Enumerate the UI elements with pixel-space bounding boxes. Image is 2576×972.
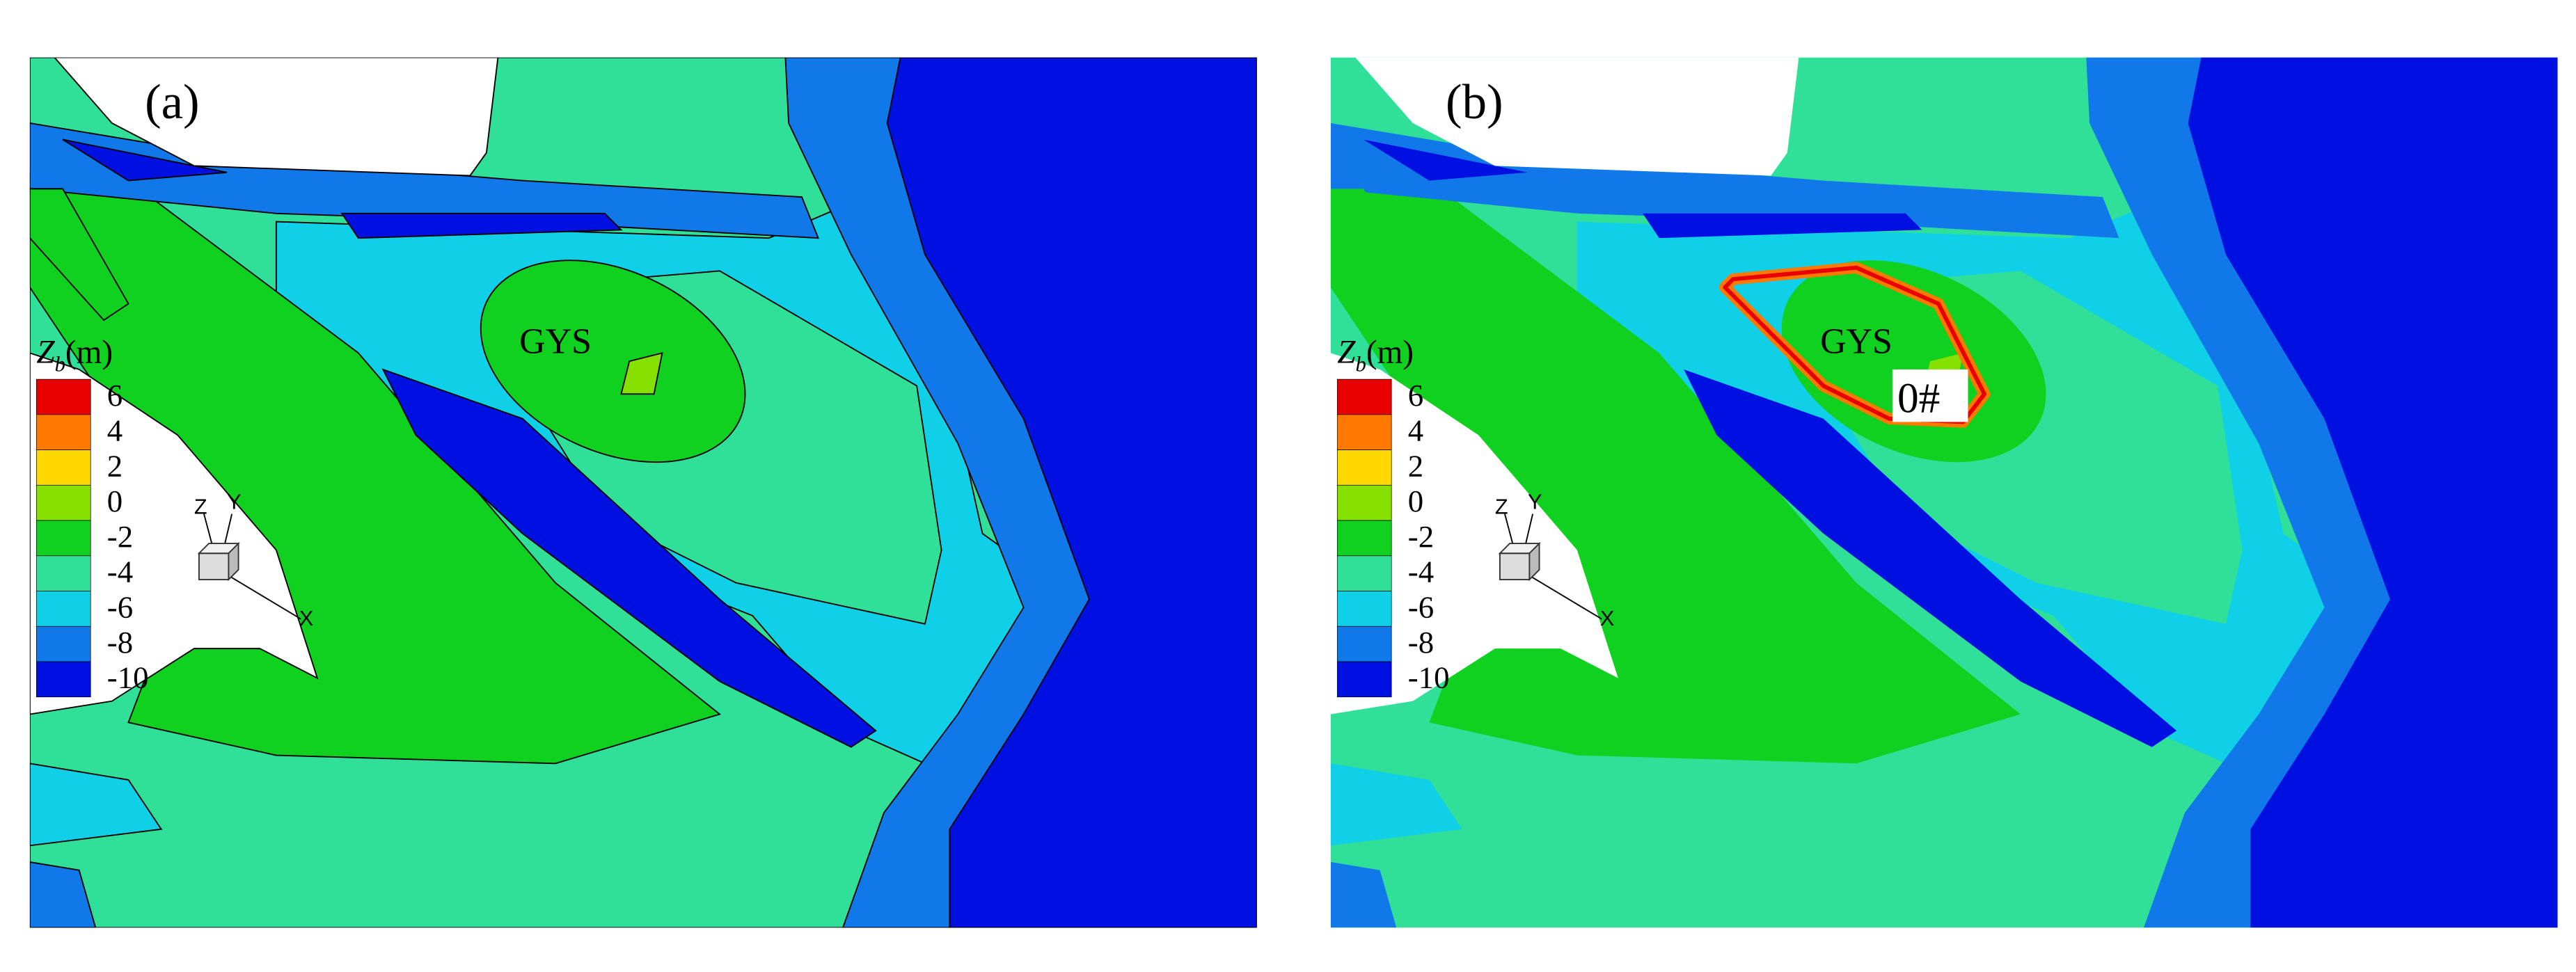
legend-unit: (m) [1366,335,1414,371]
legend-label: -4 [107,555,133,589]
legend-subscript: b [1356,352,1366,376]
legend-swatch [1336,591,1392,627]
legend-title: Zb(m) [1337,335,1414,376]
triad-label: Z [1495,495,1508,519]
triad-label: Z [194,495,207,519]
depth-zone [886,57,1257,928]
land [54,57,499,177]
depth-zone [1643,213,1922,239]
legend-swatch [1336,414,1392,450]
depth-zone [381,368,877,748]
triad-label: Y [227,491,241,514]
legend-swatch [35,379,91,415]
triad-axis [1519,569,1602,620]
legend-swatch [35,520,91,557]
legend-label: -4 [1408,555,1434,589]
triad-cube [198,552,230,580]
land [29,352,319,715]
site-label: GYS [519,321,592,361]
legend-swatch [1336,520,1392,557]
depth-zone [620,352,663,395]
depth-zone [29,763,163,847]
depth-zone [1781,260,2046,463]
legend-label: -10 [1408,660,1450,695]
legend-label: -6 [1408,589,1434,624]
triad-label: Y [1528,491,1542,514]
site-label: GYS [1820,321,1893,361]
legend-swatch [35,591,91,627]
legend-label: 6 [1408,378,1423,413]
legend-title: Zb(m) [36,335,113,376]
triad-axis [218,569,301,620]
structure-label: 0# [1897,374,1940,422]
legend-label: 2 [107,448,123,483]
legend-label: -8 [1408,625,1434,660]
legend-swatch [35,449,91,486]
legend-swatch [1336,449,1392,486]
depth-zone [62,138,228,182]
legend-label: -10 [107,660,149,695]
legend-label: -2 [1408,519,1434,554]
depth-zone [1364,139,1528,181]
depth-zone [340,212,623,239]
depth-zone [1330,763,1462,846]
legend-swatch [35,661,91,698]
legend-swatch [1336,484,1392,521]
triad-label: X [1600,607,1614,630]
legend-symbol: Z [1337,335,1356,371]
legend-label: 0 [107,484,123,518]
panel-label: (b) [1446,75,1503,129]
triad-label: X [299,607,313,630]
legend-unit: (m) [65,335,113,371]
legend-swatch [1336,379,1392,415]
panel-label: (a) [145,75,200,129]
legend-label: 4 [1408,413,1423,448]
legend-label: -2 [107,519,133,554]
legend-swatch [1336,626,1392,662]
legend-swatch [35,626,91,662]
land [1355,57,1799,176]
depth-zone [1330,189,1430,321]
legend-label: 2 [1408,448,1423,483]
legend-swatch [1336,661,1392,698]
legend-label: 6 [107,378,123,413]
triad-cube [1528,541,1540,582]
depth-zone [1330,861,1397,928]
depth-zone [1684,369,2177,747]
legend-swatch [35,484,91,521]
land [1330,353,1618,715]
label-box [1892,369,1968,422]
depth-zone [1330,122,2119,239]
depth-zone [2188,57,2558,928]
depth-zone [29,188,129,321]
legend-swatch [35,555,91,591]
legend-label: -8 [107,625,133,660]
triad-cube [228,541,239,582]
legend-symbol: Z [36,335,55,371]
depth-zone [480,260,746,463]
legend-label: 0 [1408,484,1423,518]
legend-label: -6 [107,589,133,624]
triad-cube [1499,552,1531,580]
depth-zone [29,861,97,928]
legend-swatch [1336,555,1392,591]
legend-label: 4 [107,413,123,448]
legend-swatch [35,414,91,450]
legend-subscript: b [55,352,65,376]
